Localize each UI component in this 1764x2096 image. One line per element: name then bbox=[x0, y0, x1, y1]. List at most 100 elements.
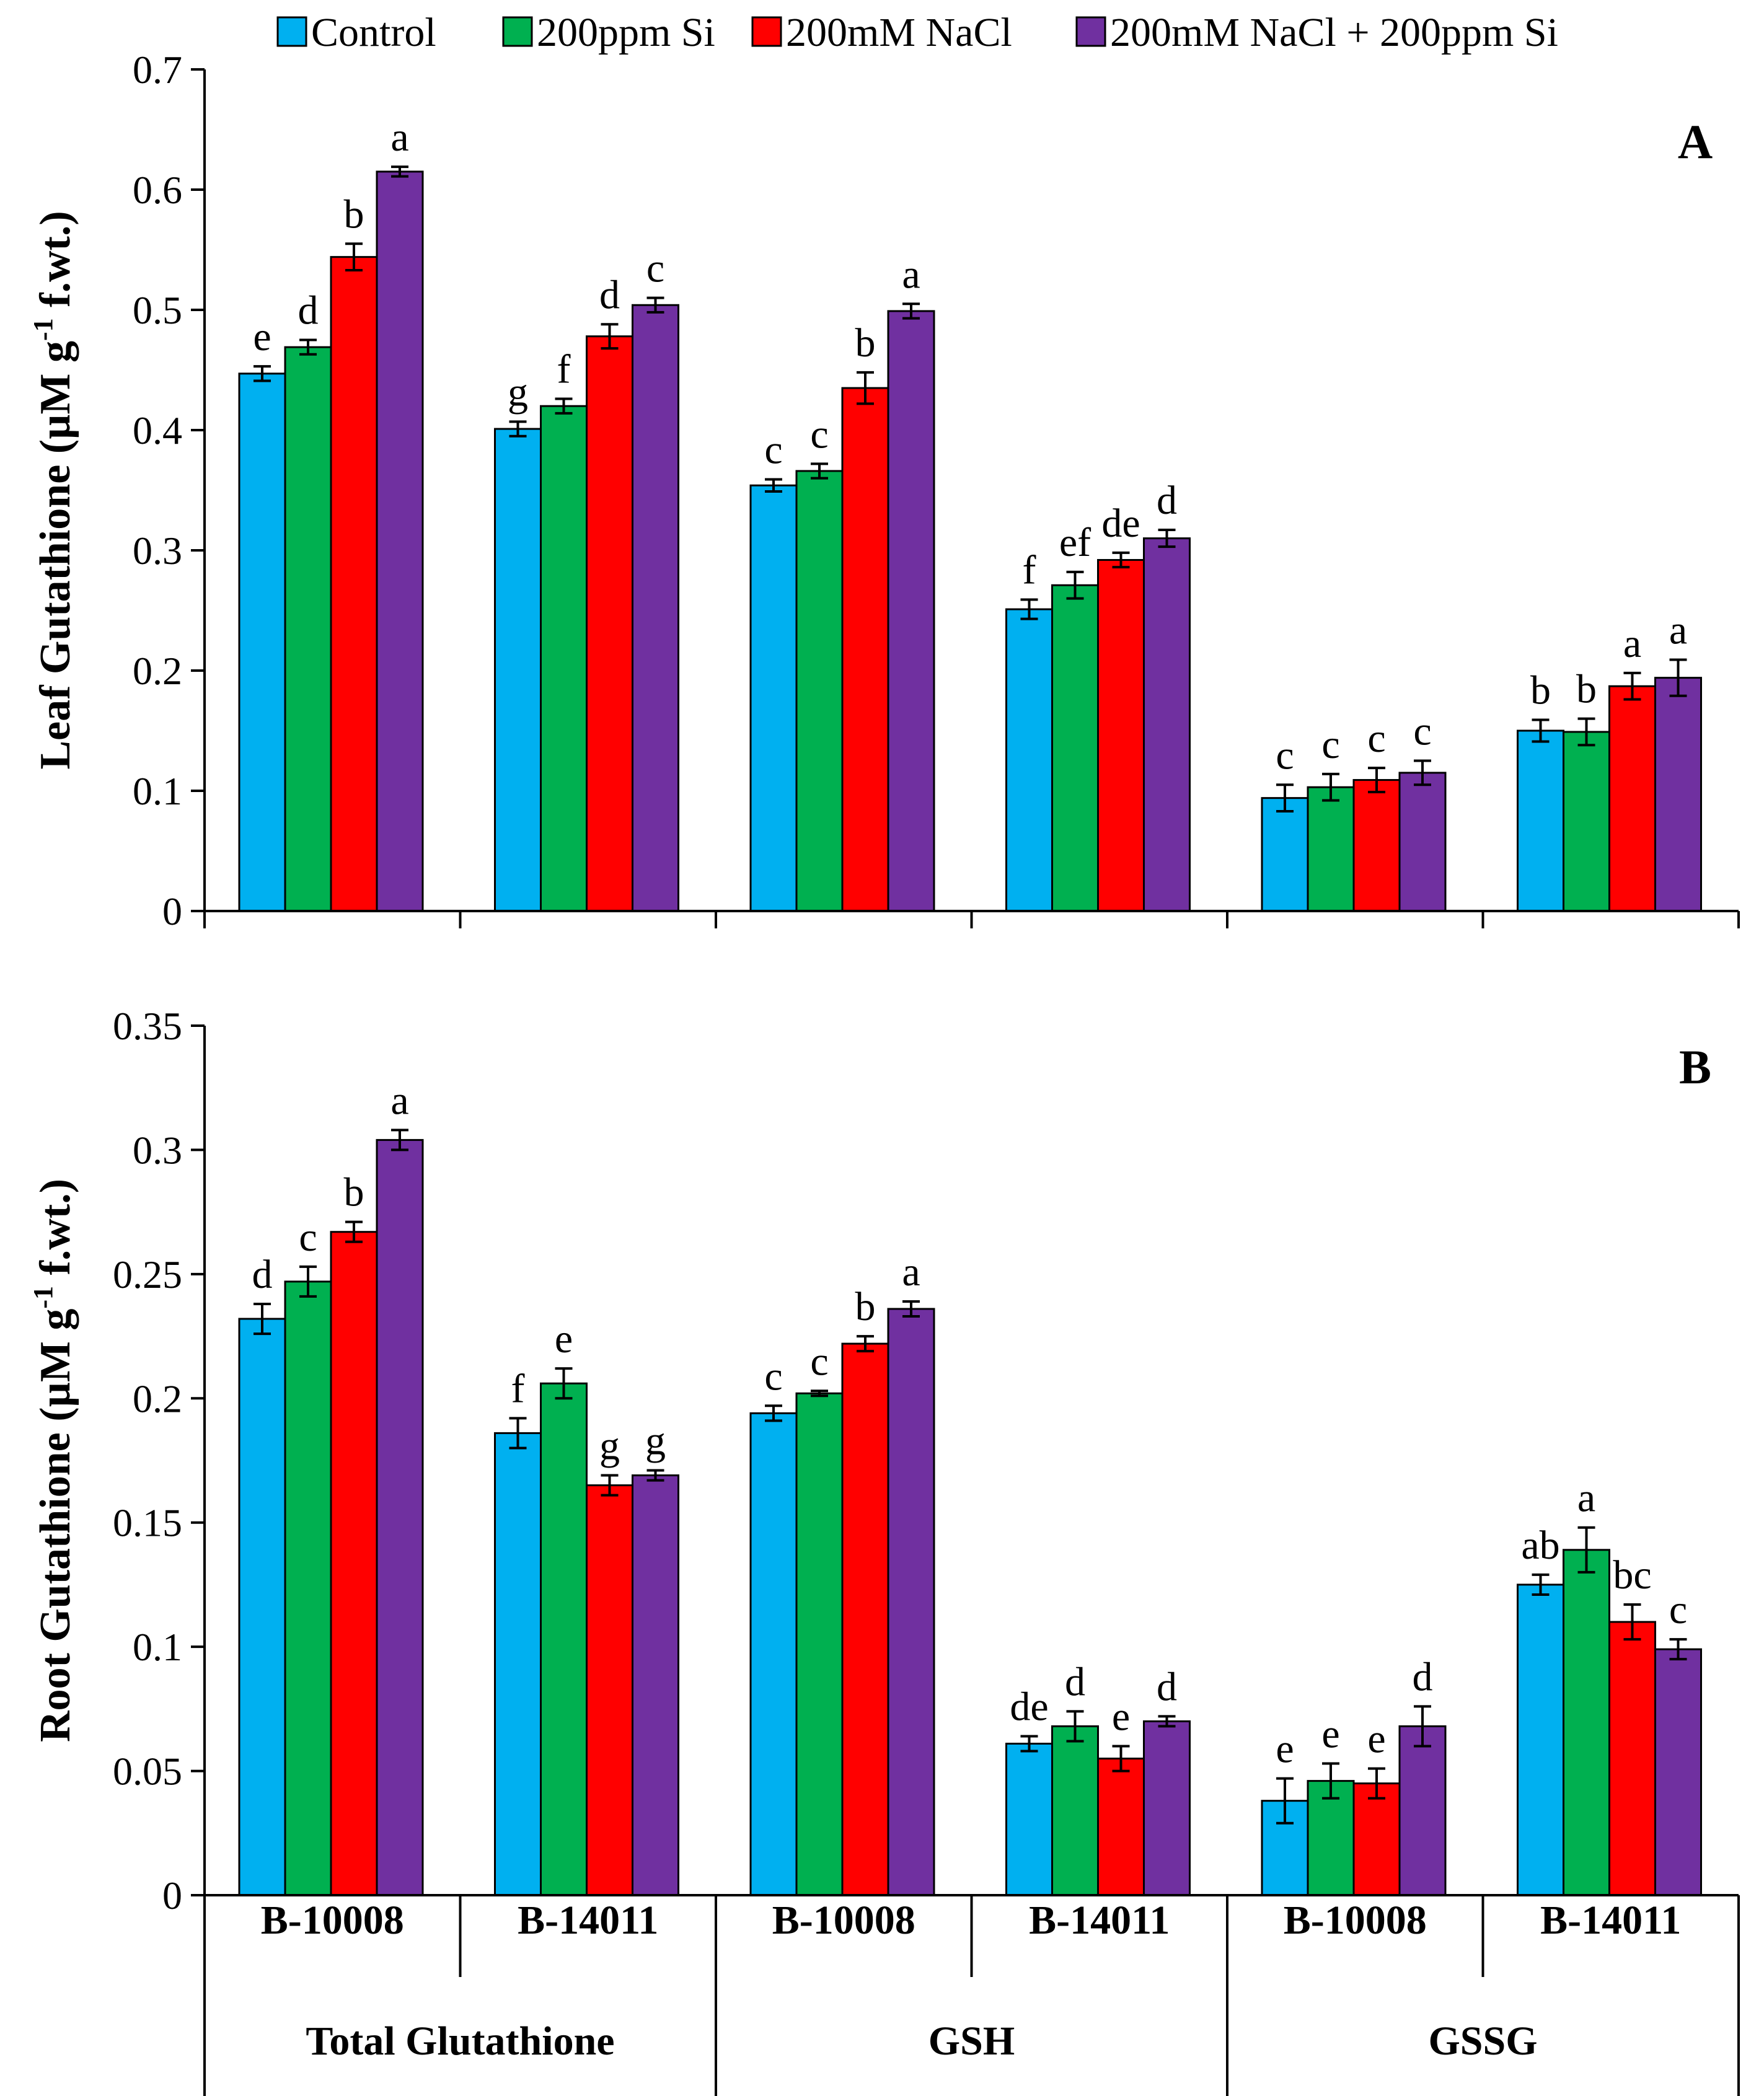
group-label: GSSG bbox=[1428, 2019, 1537, 2064]
y-tick-label: 0.15 bbox=[113, 1501, 182, 1545]
panel-b-root-glutathione: 0 0.05 0.1 0.15 0.2 0.25 0.3 0.35 Root Gutathion… bbox=[28, 1004, 1739, 1918]
cultivar-label: B-10008 bbox=[772, 1898, 915, 1943]
bar bbox=[632, 1474, 679, 1896]
significance-letter: f bbox=[557, 347, 571, 392]
bar bbox=[1097, 559, 1145, 912]
bar bbox=[540, 405, 588, 912]
significance-letter: b bbox=[855, 320, 876, 366]
bar bbox=[1517, 729, 1564, 912]
panel-a-leaf-glutathione: 0 0.1 0.2 0.3 0.4 0.5 0.6 0.7 Leaf Gutathione (µ… bbox=[28, 48, 1740, 933]
bar bbox=[540, 1382, 588, 1896]
bar bbox=[1097, 1758, 1145, 1896]
significance-letter: b bbox=[344, 1170, 364, 1215]
significance-letter: c bbox=[1669, 1587, 1687, 1632]
cultivar-label: B-14011 bbox=[518, 1898, 658, 1943]
significance-letter: c bbox=[1321, 722, 1339, 767]
significance-letter: d bbox=[1065, 1659, 1085, 1704]
significance-letter: g bbox=[508, 369, 528, 415]
significance-letter: e bbox=[1112, 1694, 1130, 1739]
y-axis-title-superscript: -1 bbox=[28, 1286, 58, 1309]
y-tick-label: 0.35 bbox=[113, 1004, 182, 1048]
bar bbox=[841, 1342, 889, 1896]
significance-letter: c bbox=[646, 246, 664, 291]
bar bbox=[1051, 1725, 1099, 1896]
bar bbox=[1517, 1583, 1564, 1896]
bar bbox=[749, 484, 798, 912]
significance-letter: d bbox=[1413, 1654, 1433, 1699]
y-tick-label: 0.2 bbox=[133, 1376, 182, 1420]
bar bbox=[586, 335, 633, 912]
y-tick-label: 0.25 bbox=[113, 1253, 182, 1297]
significance-letter: g bbox=[645, 1419, 666, 1464]
y-tick-label: 0.4 bbox=[133, 408, 182, 452]
bar bbox=[1654, 677, 1702, 912]
y-tick-label: 0.5 bbox=[133, 288, 182, 332]
significance-letter: ef bbox=[1059, 520, 1091, 565]
bar bbox=[1005, 608, 1053, 912]
significance-letter: d bbox=[1157, 478, 1177, 523]
bar bbox=[1608, 1621, 1656, 1896]
y-axis-title-tail: f.wt.) bbox=[32, 1179, 79, 1286]
group-label: Total Glutathione bbox=[306, 2019, 614, 2064]
bar bbox=[1051, 584, 1099, 912]
significance-letter: c bbox=[810, 412, 828, 457]
panel-label: A bbox=[1678, 115, 1713, 169]
legend-swatch-2 bbox=[502, 16, 533, 47]
significance-letter: d bbox=[1157, 1664, 1177, 1709]
group-label: GSH bbox=[928, 2019, 1015, 2064]
y-tick-label: 0.3 bbox=[133, 1128, 182, 1172]
bar bbox=[494, 1432, 542, 1896]
bar bbox=[795, 470, 844, 912]
significance-letter: f bbox=[511, 1366, 525, 1411]
bar bbox=[795, 1392, 844, 1896]
significance-letter: d bbox=[252, 1252, 273, 1297]
significance-letter: d bbox=[298, 288, 319, 333]
cultivar-label: B-14011 bbox=[1029, 1898, 1170, 1943]
significance-letter: c bbox=[1413, 709, 1431, 754]
significance-letter: b bbox=[344, 192, 364, 237]
bar bbox=[586, 1484, 633, 1896]
significance-letter: b bbox=[1530, 668, 1551, 713]
legend-swatch-4 bbox=[1075, 16, 1106, 47]
bar bbox=[284, 1280, 332, 1896]
y-tick-label: 0.3 bbox=[133, 529, 182, 573]
significance-letter: a bbox=[1669, 608, 1687, 653]
bar bbox=[1563, 731, 1610, 912]
significance-letter: g bbox=[599, 1424, 620, 1469]
bar bbox=[330, 1231, 378, 1896]
significance-letter: d bbox=[599, 272, 620, 317]
bar bbox=[1005, 1742, 1053, 1896]
bar bbox=[1352, 1782, 1401, 1896]
significance-letter: e bbox=[1276, 1727, 1294, 1772]
y-axis-title-tail: f.wt.) bbox=[32, 211, 79, 318]
cultivar-label: B-14011 bbox=[1540, 1898, 1681, 1943]
significance-letter: e bbox=[1321, 1712, 1339, 1757]
bar bbox=[1608, 685, 1656, 912]
bar bbox=[494, 428, 542, 912]
y-tick-label: 0 bbox=[162, 889, 182, 933]
significance-letter: de bbox=[1101, 501, 1140, 546]
y-tick-label: 0.1 bbox=[133, 1625, 182, 1669]
significance-letter: c bbox=[764, 428, 782, 473]
significance-letter: c bbox=[810, 1339, 828, 1384]
significance-letter: e bbox=[253, 314, 271, 359]
y-axis-title-main: Leaf Gutathione (µM g bbox=[32, 341, 79, 770]
significance-letter: a bbox=[390, 1078, 408, 1123]
legend-label-1: Control bbox=[311, 10, 436, 55]
bar bbox=[1261, 797, 1309, 912]
y-axis-title: Leaf Gutathione (µM g-1 f.wt.) bbox=[28, 211, 79, 769]
legend-swatch-1 bbox=[276, 16, 307, 47]
y-axis-title: Root Gutathione (µM g-1 f.wt.) bbox=[28, 1179, 79, 1742]
bar bbox=[1143, 537, 1191, 912]
significance-letter: e bbox=[555, 1316, 573, 1362]
significance-letter: c bbox=[764, 1354, 782, 1399]
significance-letter: a bbox=[390, 115, 408, 160]
bar bbox=[841, 387, 889, 912]
bar bbox=[1307, 786, 1355, 912]
panel-label: B bbox=[1679, 1040, 1711, 1094]
y-axis-title-main: Root Gutathione (µM g bbox=[32, 1309, 79, 1742]
y-tick-label: 0.1 bbox=[133, 769, 182, 813]
y-tick-label: 0.2 bbox=[133, 649, 182, 693]
legend: Control 200ppm Si 200mM NaCl 200mM NaCl + 2… bbox=[276, 10, 1558, 55]
